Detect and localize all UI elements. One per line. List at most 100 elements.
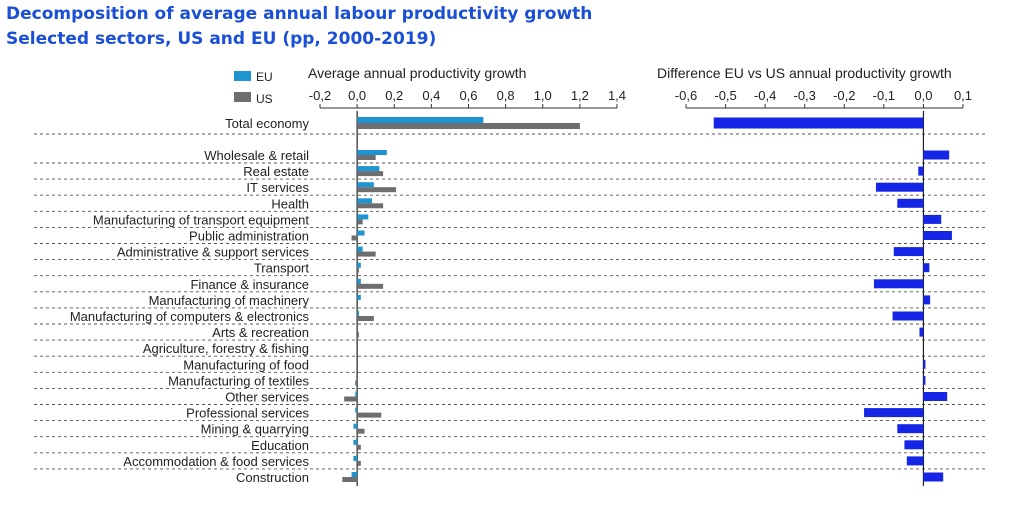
category-label-wholesale-and-retail: Wholesale & retail — [204, 148, 309, 163]
category-label-mining-and-quarrying: Mining & quarrying — [201, 422, 309, 437]
category-label-construction: Construction — [236, 470, 309, 485]
category-label-administrative-and-support-services: Administrative & support services — [117, 245, 310, 260]
left-tick-label: 1,4 — [608, 88, 626, 103]
right-axis-ticks: -0,6 -0,5 -0,4 -0,3 -0,2 -0,1 0,0 0,1 — [675, 88, 972, 486]
category-label-professional-services: Professional services — [186, 406, 309, 421]
bar-us-total-economy — [357, 123, 580, 129]
chart-title: Decomposition of average annual labour p… — [6, 4, 593, 24]
category-label-manufacturing-of-textiles: Manufacturing of textiles — [168, 373, 309, 388]
right-panel-title: Difference EU vs US annual productivity … — [657, 65, 952, 81]
category-label-health: Health — [271, 196, 309, 211]
bar-us-manufacturing-of-computers-and-electronics — [357, 316, 374, 321]
bar-eu-other-services — [355, 391, 358, 397]
legend: EU US — [234, 70, 273, 106]
productivity-growth-panel: Average annual productivity growth -0,2 0… — [308, 65, 626, 486]
bar-difference-manufacturing-of-transport-equipment — [923, 214, 942, 224]
bar-difference-transport — [923, 263, 930, 273]
chart-subtitle: Selected sectors, US and EU (pp, 2000-20… — [6, 29, 437, 49]
bar-us-it-services — [357, 187, 397, 193]
left-tick-label: 0,0 — [348, 88, 366, 103]
bar-difference-finance-and-insurance — [873, 279, 924, 289]
left-panel-title: Average annual productivity growth — [308, 65, 526, 81]
category-label-public-administration: Public administration — [189, 229, 309, 244]
right-tick-label: -0,3 — [794, 88, 816, 103]
bar-us-manufacturing-of-transport-equipment — [357, 219, 363, 225]
category-label-manufacturing-of-machinery: Manufacturing of machinery — [149, 293, 310, 308]
bar-eu-mining-and-quarrying — [353, 423, 358, 429]
bar-us-finance-and-insurance — [357, 283, 384, 289]
category-label-manufacturing-of-food: Manufacturing of food — [183, 357, 309, 372]
left-tick-label: 0,6 — [459, 88, 477, 103]
legend-us-swatch — [234, 92, 251, 102]
bar-difference-real-estate — [918, 166, 924, 176]
right-tick-label: 0,0 — [914, 88, 932, 103]
bar-us-accommodation-and-food-services — [357, 460, 361, 466]
bar-eu-finance-and-insurance — [357, 278, 361, 284]
category-label-it-services: IT services — [246, 180, 309, 195]
category-label-agriculture-forestry-and-fishing: Agriculture, forestry & fishing — [143, 341, 309, 356]
legend-eu-swatch — [234, 71, 251, 81]
bar-difference-construction — [923, 472, 944, 482]
bar-difference-public-administration — [923, 231, 952, 240]
bar-us-health — [357, 203, 384, 209]
bar-eu-it-services — [357, 182, 374, 188]
bar-difference-education — [904, 440, 924, 450]
category-label-real-estate: Real estate — [243, 164, 309, 179]
bar-eu-real-estate — [357, 166, 380, 172]
bar-difference-health — [897, 198, 924, 208]
bar-eu-accommodation-and-food-services — [353, 455, 358, 461]
difference-panel: Difference EU vs US annual productivity … — [657, 65, 972, 486]
bar-us-professional-services — [357, 412, 382, 418]
row-separators — [34, 133, 985, 470]
right-tick-label: -0,1 — [873, 88, 895, 103]
bar-eu-wholesale-and-retail — [357, 150, 387, 155]
bar-us-education — [357, 444, 361, 450]
bar-difference-manufacturing-of-computers-and-electronics — [892, 311, 924, 321]
right-tick-label: -0,2 — [833, 88, 855, 103]
category-label-manufacturing-of-computers-and-electronics: Manufacturing of computers & electronics — [70, 309, 310, 324]
category-label-manufacturing-of-transport-equipment: Manufacturing of transport equipment — [93, 212, 309, 227]
bar-difference-administrative-and-support-services — [893, 247, 924, 257]
bar-us-arts-and-recreation — [357, 332, 359, 338]
bar-us-real-estate — [357, 171, 384, 177]
right-tick-label: 0,1 — [954, 88, 972, 103]
right-tick-label: -0,6 — [675, 88, 697, 103]
bar-difference-manufacturing-of-textiles — [923, 375, 926, 385]
bar-eu-public-administration — [357, 230, 365, 236]
bar-us-construction — [342, 477, 358, 482]
category-label-transport: Transport — [254, 261, 310, 276]
bar-eu-education — [353, 439, 358, 445]
left-tick-label: 1,2 — [571, 88, 589, 103]
bar-difference-it-services — [875, 182, 924, 192]
category-label-arts-and-recreation: Arts & recreation — [212, 325, 309, 340]
bar-difference-accommodation-and-food-services — [906, 456, 924, 466]
bar-eu-transport — [357, 262, 361, 268]
bar-eu-construction — [351, 472, 358, 477]
bar-eu-manufacturing-of-computers-and-electronics — [357, 311, 359, 316]
category-label-education: Education — [251, 438, 309, 453]
bar-us-administrative-and-support-services — [357, 251, 376, 257]
left-tick-label: 0,8 — [497, 88, 515, 103]
bar-us-mining-and-quarrying — [357, 428, 365, 434]
bar-us-wholesale-and-retail — [357, 155, 376, 160]
left-tick-label: -0,2 — [309, 88, 331, 103]
bar-us-public-administration — [351, 235, 358, 241]
bar-difference-mining-and-quarrying — [897, 424, 924, 434]
bar-eu-administrative-and-support-services — [357, 246, 363, 252]
bar-difference-arts-and-recreation — [919, 327, 924, 337]
right-bars — [713, 117, 952, 482]
bar-us-manufacturing-of-textiles — [355, 380, 358, 386]
left-tick-label: 1,0 — [534, 88, 552, 103]
bar-difference-other-services — [923, 392, 948, 401]
category-label-total-economy: Total economy — [225, 116, 309, 131]
category-label-other-services: Other services — [225, 390, 309, 405]
bar-eu-total-economy — [357, 117, 484, 123]
bar-eu-manufacturing-of-transport-equipment — [357, 214, 369, 220]
bar-us-transport — [357, 267, 359, 273]
category-label-accommodation-and-food-services: Accommodation & food services — [123, 454, 309, 469]
bar-eu-health — [357, 198, 372, 204]
left-axis-ticks: -0,2 0,0 0,2 0,4 0,6 0,8 1,0 1,2 1,4 — [309, 88, 626, 486]
left-tick-label: 0,4 — [422, 88, 440, 103]
legend-eu-label: EU — [256, 70, 273, 84]
